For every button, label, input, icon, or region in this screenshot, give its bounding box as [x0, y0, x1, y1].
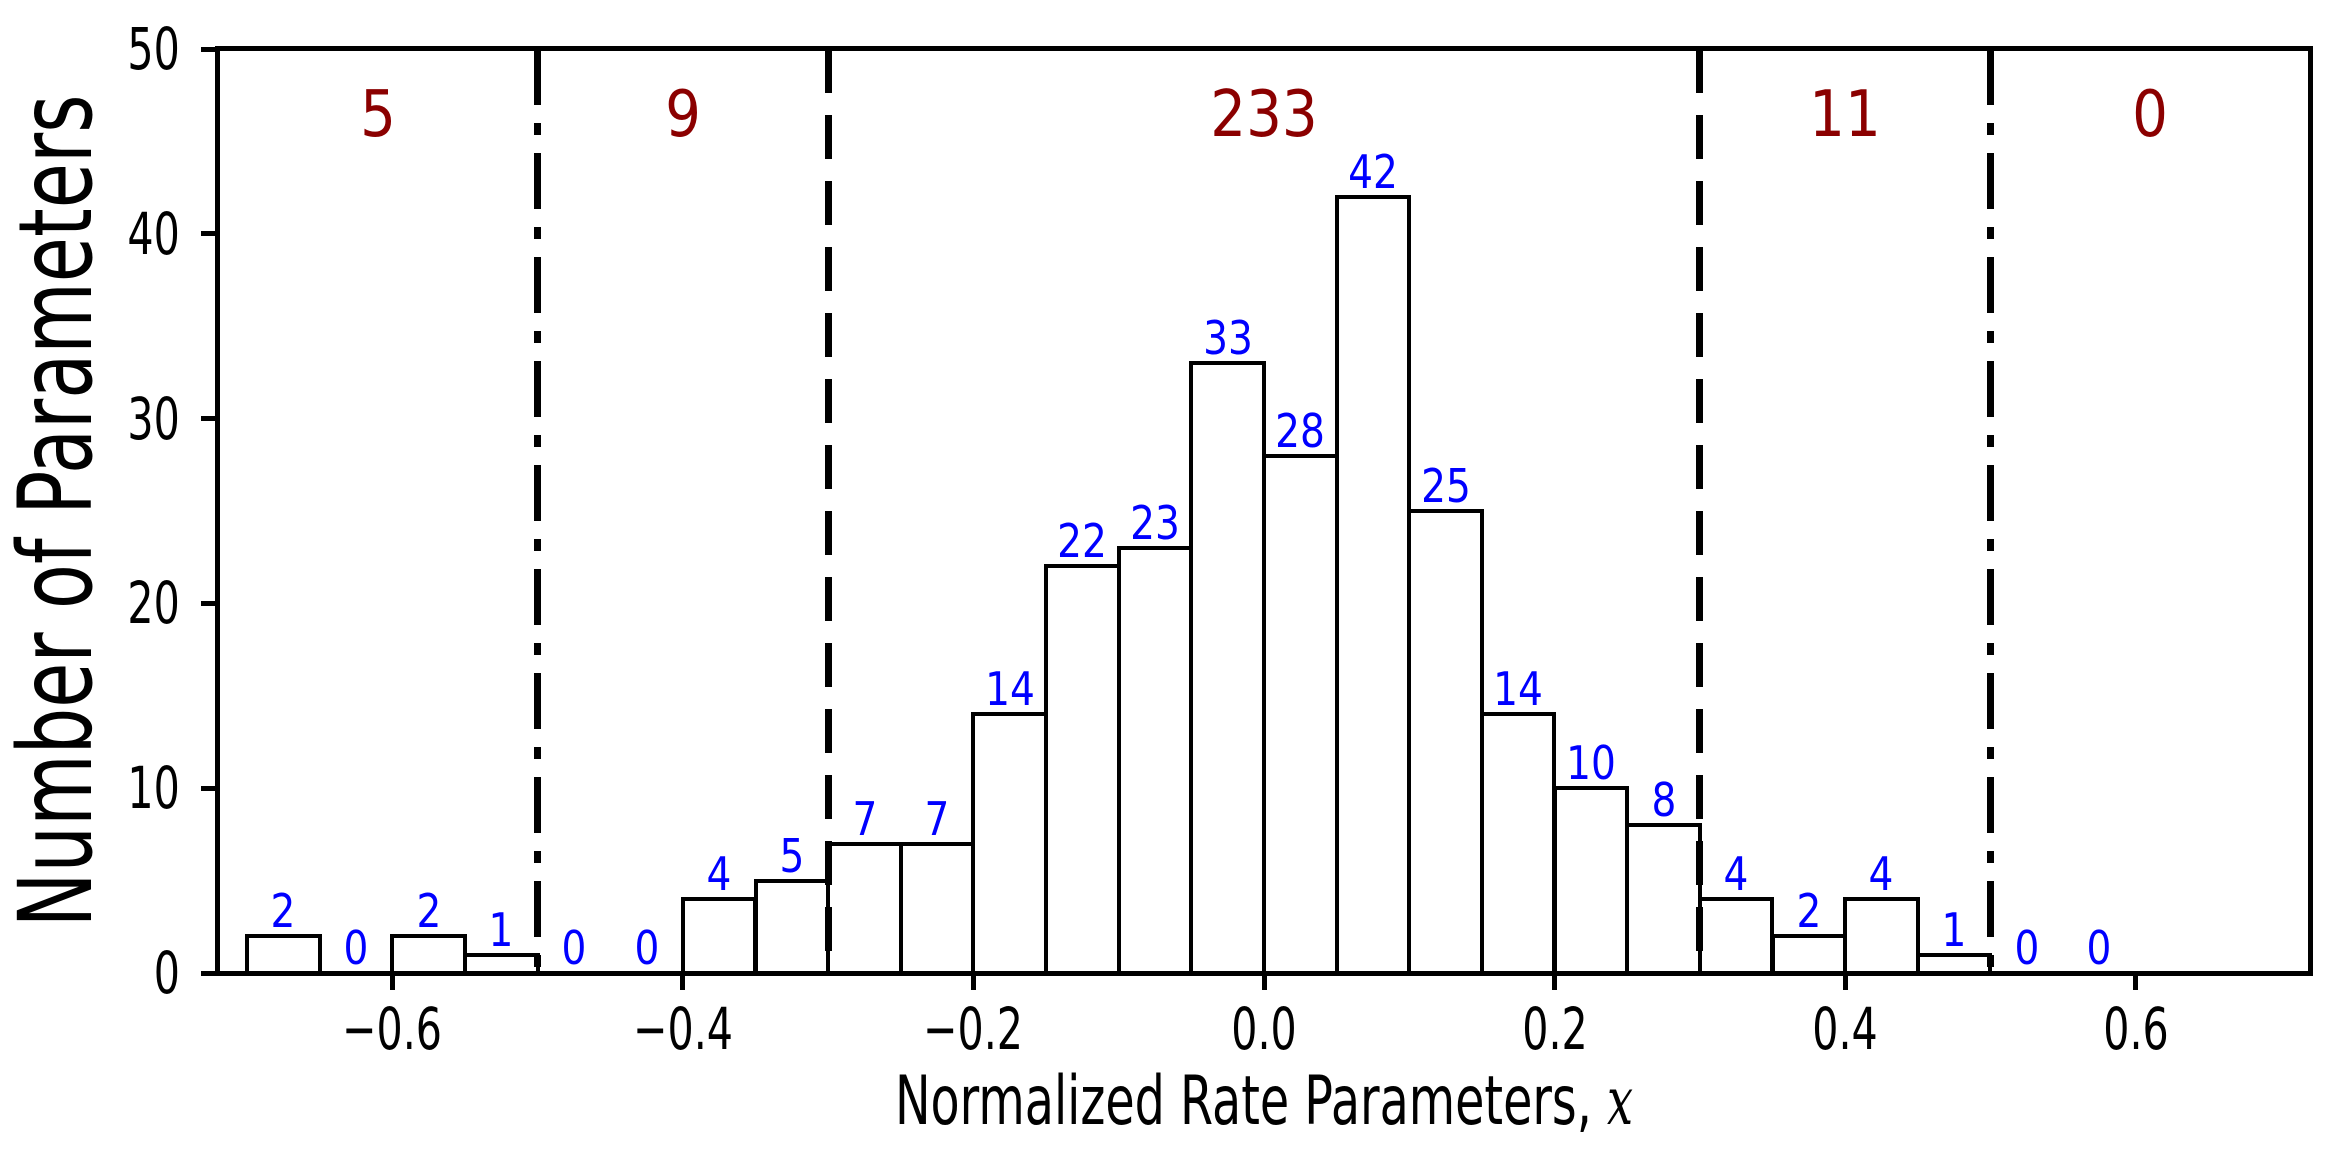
region-divider-dashdot: [534, 49, 542, 973]
bar-count-label: 4: [1723, 847, 1749, 902]
x-tick-label: 0.4: [1812, 995, 1878, 1063]
bar-count-label: 1: [488, 902, 514, 957]
bar-count-label: 2: [1796, 884, 1822, 938]
x-tick-label: 0.6: [2102, 995, 2169, 1063]
bar-count-label: 0: [561, 921, 587, 975]
y-tick-label: 20: [127, 569, 180, 638]
bar-count-label: 4: [706, 847, 732, 902]
x-tick: [389, 975, 395, 990]
bar-count-label: 10: [1566, 736, 1616, 791]
bar-count-label: 2: [270, 884, 296, 938]
bar: [898, 841, 976, 975]
bar: [1843, 897, 1920, 975]
bar-count-label: 14: [984, 662, 1035, 717]
x-tick-label: 0.2: [1521, 995, 1588, 1063]
region-count-label: 9: [664, 78, 701, 152]
bar: [245, 934, 322, 975]
bar-count-label: 28: [1275, 403, 1326, 458]
bar: [1334, 194, 1412, 975]
bar: [1770, 934, 1848, 975]
bar-count-label: 1: [1941, 902, 1967, 957]
bar-count-label: 25: [1420, 459, 1471, 513]
region-divider-dashed: [1696, 49, 1704, 973]
y-tick-label: 0: [153, 939, 180, 1007]
x-tick: [1261, 975, 1267, 990]
y-tick-label: 50: [127, 15, 180, 83]
bar: [680, 897, 758, 975]
bar-count-label: 0: [343, 921, 369, 975]
bar: [1189, 361, 1266, 975]
x-axis-label-text: Normalized Rate Parameters,: [894, 1062, 1607, 1141]
bar-count-label: 2: [416, 884, 442, 938]
bar-count-label: 23: [1130, 496, 1180, 550]
x-tick: [970, 975, 976, 990]
y-tick: [201, 416, 216, 422]
x-tick-label: 0.0: [1231, 995, 1297, 1063]
region-count-label: 233: [1210, 78, 1318, 152]
bar-count-label: 22: [1057, 514, 1108, 569]
x-axis-label: Normalized Rate Parameters, x: [895, 1068, 1633, 1136]
region-count-label: 5: [359, 78, 396, 152]
y-tick: [201, 785, 216, 791]
bar-count-label: 0: [634, 921, 660, 975]
y-tick-label: 40: [127, 199, 180, 268]
bar-count-label: 0: [2014, 921, 2040, 975]
bar: [390, 934, 467, 975]
bar-count-label: 0: [2086, 921, 2112, 975]
bar: [1552, 786, 1630, 975]
y-axis-label: Number of Parameters: [0, 94, 116, 928]
bar: [1044, 564, 1121, 975]
region-count-label: 11: [1809, 78, 1881, 152]
bar: [1697, 897, 1775, 975]
y-tick-label: 30: [127, 384, 180, 453]
bar: [826, 841, 903, 975]
bar: [1407, 509, 1484, 975]
bar-count-label: 7: [924, 791, 950, 846]
x-tick: [2133, 975, 2139, 990]
bar-count-label: 8: [1651, 773, 1676, 828]
y-tick-label: 10: [127, 754, 180, 823]
y-tick: [201, 970, 216, 976]
x-axis-label-math-var: x: [1606, 1063, 1634, 1140]
bar: [1479, 712, 1557, 975]
x-tick-label: −0.2: [923, 995, 1024, 1063]
region-count-label: 0: [2132, 78, 2169, 152]
x-tick: [680, 975, 686, 990]
bar-count-label: 33: [1202, 311, 1253, 366]
x-tick: [1842, 975, 1848, 990]
x-tick-label: −0.4: [632, 995, 733, 1063]
bar: [1262, 453, 1339, 975]
y-tick: [201, 46, 216, 52]
bar: [971, 712, 1048, 975]
x-tick: [1552, 975, 1558, 990]
bar-count-label: 4: [1868, 847, 1894, 902]
y-tick: [201, 231, 216, 237]
bar-count-label: 5: [779, 828, 805, 883]
bar: [753, 878, 831, 975]
y-tick: [201, 600, 216, 606]
x-tick-label: −0.6: [342, 995, 443, 1063]
region-divider-dashdot: [1986, 49, 1994, 973]
bar: [1625, 823, 1702, 975]
bar: [1116, 546, 1194, 975]
plot-area: 2 0 2 1 0 0 4 5 7 7 14 22 23 33 28 42 25 14 10 8 4 2 4 1 0 0 5 9 233…: [128, 20, 2313, 1058]
region-divider-dashed: [824, 49, 832, 973]
bar-count-label: 42: [1348, 144, 1398, 199]
bar-count-label: 7: [852, 791, 877, 846]
bar-count-label: 14: [1493, 662, 1544, 717]
